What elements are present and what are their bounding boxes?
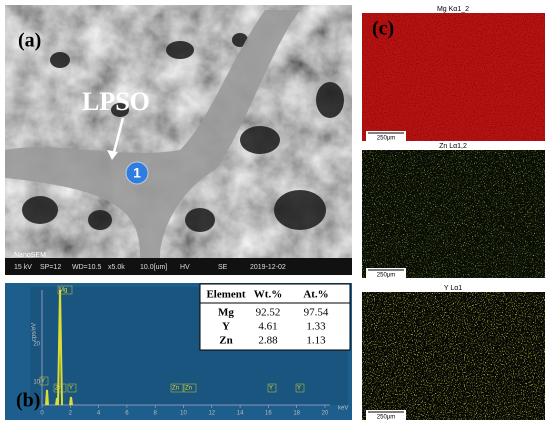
point-label: 1: [133, 165, 141, 181]
scale-label: 250μm: [377, 273, 395, 279]
peak-label: Y: [269, 386, 273, 392]
scale-label: 250μm: [377, 136, 395, 142]
table-cell: Y: [222, 321, 230, 333]
x-tick-label: 12: [208, 411, 215, 417]
x-axis-label: keV: [338, 406, 348, 412]
peak-label: Y: [69, 386, 73, 392]
annotation: LPSO: [82, 87, 150, 116]
scale-label: 250μm: [377, 415, 395, 421]
table-header: Element: [206, 289, 245, 301]
info-text: 10.0[um]: [140, 264, 167, 271]
peak-label: Zn: [172, 386, 179, 392]
map-title: Zn Lα1,2: [439, 143, 467, 150]
lpso-phase: [5, 10, 300, 258]
x-tick-label: 14: [237, 411, 244, 417]
x-tick-label: 20: [322, 411, 329, 417]
panel-label: (b): [16, 390, 40, 412]
map-title-bar: [362, 4, 545, 13]
map-title: Mg Kα1_2: [437, 6, 469, 13]
x-tick-label: 8: [154, 411, 158, 417]
info-text: SP=12: [40, 264, 61, 271]
info-text: 2019-12-02: [250, 264, 286, 271]
map-title-bar: [362, 283, 545, 292]
x-tick-label: 0: [40, 411, 44, 417]
table-cell: 1.33: [306, 321, 326, 333]
peak-box: [295, 383, 305, 393]
peak-label: Zn: [55, 386, 62, 392]
peak-label: Y: [297, 386, 301, 392]
point-marker: [125, 161, 149, 185]
x-tick-label: 10: [180, 411, 187, 417]
x-tick-label: 16: [265, 411, 272, 417]
table-cell: 1.13: [306, 335, 326, 347]
composition-table: [199, 283, 351, 351]
info-text: WD=10.5: [72, 264, 101, 271]
x-tick-label: 4: [97, 411, 101, 417]
table-cell: 97.54: [304, 307, 329, 319]
scale-bg: [366, 268, 406, 278]
peak-box: [57, 285, 73, 295]
peak-label: Mg: [59, 288, 67, 294]
table-cell: Mg: [218, 307, 234, 319]
map-speckle: [362, 292, 545, 420]
map-speckle: [362, 150, 545, 278]
info-text: x5.0k: [108, 264, 125, 271]
y-axis-label: cps/eV: [32, 323, 38, 341]
info-text: SE: [218, 264, 228, 271]
x-tick-label: 18: [293, 411, 300, 417]
table-header: Wt.%: [254, 289, 282, 301]
y-tick-label: 10: [33, 380, 40, 386]
peak-label: Zn: [185, 386, 192, 392]
panel-label: (a): [18, 30, 41, 52]
info-text: HV: [180, 264, 190, 271]
table-cell: 4.61: [258, 321, 277, 333]
arrow: [111, 117, 125, 157]
y-tick-label: 20: [33, 342, 40, 348]
x-tick-label: 6: [125, 411, 129, 417]
info-text: 15 kV: [14, 264, 32, 271]
info-bar: [5, 258, 352, 275]
table-cell: Zn: [219, 335, 232, 347]
x-tick-label: 2: [69, 411, 73, 417]
pores: [22, 33, 344, 232]
peak-label: Y: [41, 379, 45, 385]
peak-box: [170, 383, 184, 393]
peak-box: [183, 383, 197, 393]
arrowhead: [107, 150, 118, 160]
peak-box: [67, 383, 77, 393]
panel-label: (c): [372, 18, 394, 40]
peak-box: [53, 383, 67, 393]
peak-box: [39, 376, 49, 386]
table-cell: 2.88: [258, 335, 278, 347]
table-cell: 92.52: [256, 307, 281, 319]
map-title-bar: [362, 141, 545, 150]
peak-box: [267, 383, 277, 393]
map-title: Y Lα1: [444, 285, 462, 292]
brand: NanoSEM: [14, 252, 46, 259]
map-speckle: [362, 13, 545, 141]
spectrum: [45, 289, 73, 406]
scale-bg: [366, 131, 406, 141]
table-header: At.%: [303, 289, 328, 301]
scale-bg: [366, 410, 406, 420]
